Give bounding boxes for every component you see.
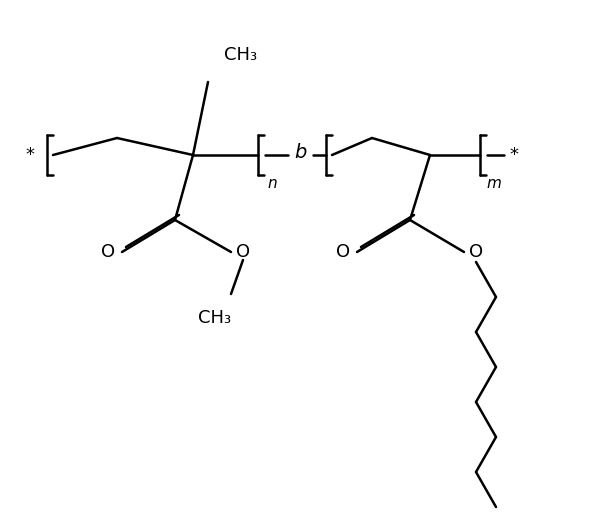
Text: *: * — [510, 146, 518, 164]
Text: CH₃: CH₃ — [224, 46, 257, 64]
Text: n: n — [267, 175, 277, 190]
Text: *: * — [25, 146, 34, 164]
Text: O: O — [101, 243, 115, 261]
Text: O: O — [236, 243, 250, 261]
Text: O: O — [469, 243, 483, 261]
Text: b: b — [294, 143, 306, 162]
Text: O: O — [336, 243, 350, 261]
Text: CH₃: CH₃ — [199, 309, 231, 327]
Text: m: m — [487, 175, 501, 190]
